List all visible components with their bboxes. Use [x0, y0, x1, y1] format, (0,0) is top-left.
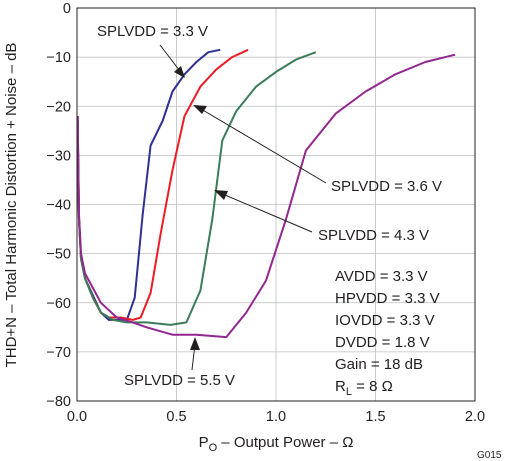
y-tick-label: −80: [46, 394, 71, 410]
series-line-3: [76, 53, 456, 339]
condition-hpvdd: HPVDD = 3.3 V: [335, 290, 440, 307]
annotation-splvdd-4-3: SPLVDD = 4.3 V: [318, 227, 429, 244]
condition-rl-rest: = 8 Ω: [352, 378, 393, 395]
x-tick-label: 2.0: [465, 409, 485, 425]
series-line-2: [76, 51, 317, 326]
grid: [77, 8, 475, 401]
arrowhead-3-3: [174, 66, 185, 78]
x-axis-label-rest: – Output Power – Ω: [217, 434, 353, 451]
y-tick-label: −40: [46, 198, 71, 214]
x-tick-label: 1.5: [365, 409, 385, 425]
annotation-splvdd-3-3: SPLVDD = 3.3 V: [97, 23, 208, 40]
y-tick-label: −20: [46, 99, 71, 115]
series-lines: [76, 48, 456, 339]
x-tick-label: 1.0: [266, 409, 286, 425]
arrow-4-3: [217, 191, 313, 233]
test-conditions: AVDD = 3.3 V HPVDD = 3.3 V IOVDD = 3.3 V…: [335, 268, 440, 398]
y-tick-label: −50: [46, 247, 71, 263]
x-axis-label: PO – Output Power – Ω: [199, 434, 354, 454]
arrowhead-4-3: [214, 190, 228, 200]
x-axis-label-sub: O: [209, 442, 218, 454]
condition-gain: Gain = 18 dB: [335, 356, 423, 373]
condition-rl-sub: L: [346, 386, 352, 398]
figure-id: G015: [477, 450, 502, 461]
y-tick-label: −10: [46, 50, 71, 66]
x-tick-label: 0.5: [166, 409, 186, 425]
condition-dvdd: DVDD = 1.8 V: [335, 334, 430, 351]
tick-labels: 0.0 0.5 1.0 1.5 2.0 0 −10 −20 −30 −40 −50 −60 −70 −80: [46, 1, 485, 425]
y-tick-label: 0: [63, 1, 71, 17]
annotation-splvdd-3-6: SPLVDD = 3.6 V: [331, 178, 442, 195]
plot-frame: [76, 7, 476, 402]
x-tick-label: 0.0: [67, 409, 87, 425]
condition-rl-main: R: [335, 378, 346, 395]
condition-iovdd: IOVDD = 3.3 V: [335, 312, 435, 329]
annotations: SPLVDD = 3.3 V SPLVDD = 3.6 V SPLVDD = 4…: [97, 23, 442, 389]
condition-avdd: AVDD = 3.3 V: [335, 268, 428, 285]
condition-rl: RL = 8 Ω: [335, 378, 393, 398]
y-tick-label: −60: [46, 296, 71, 312]
y-tick-label: −30: [46, 148, 71, 164]
arrow-3-6: [195, 105, 327, 184]
y-tick-label: −70: [46, 345, 71, 361]
arrowhead-5-5: [190, 337, 200, 350]
annotation-splvdd-5-5: SPLVDD = 5.5 V: [124, 372, 235, 389]
y-axis-label: THD+N – Total Harmonic Distortion + Nois…: [3, 43, 20, 368]
x-axis-label-main: P: [199, 434, 209, 451]
arrowhead-3-6: [193, 105, 207, 114]
